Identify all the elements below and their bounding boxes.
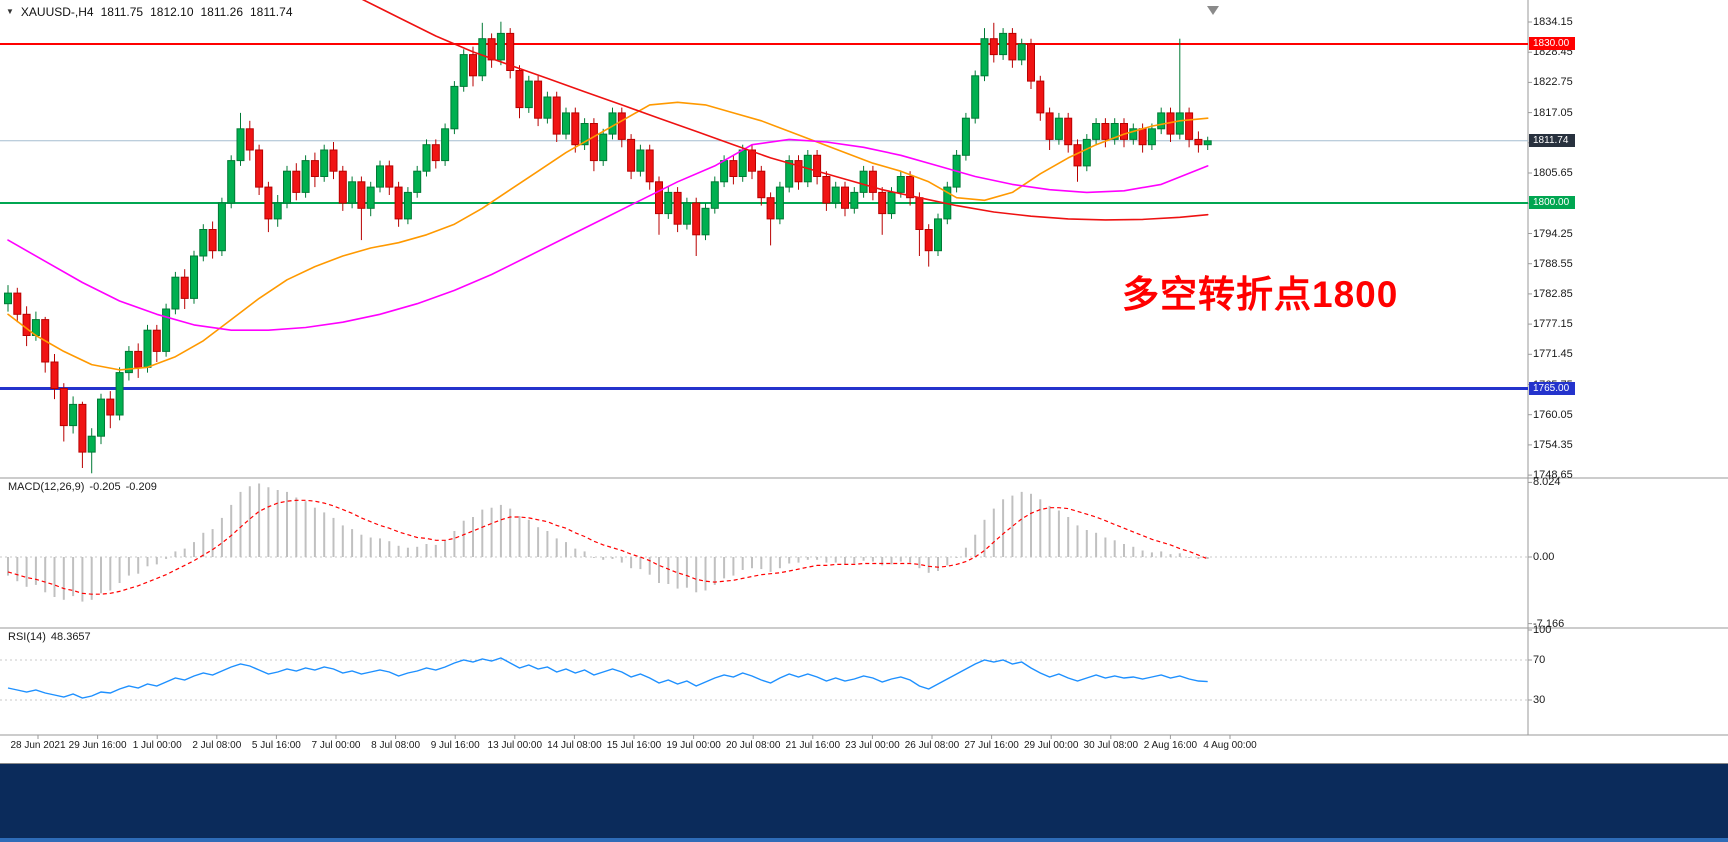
macd-main-value: -0.205	[89, 481, 121, 493]
quote-high: 1812.10	[150, 5, 194, 19]
quote-low: 1811.26	[200, 5, 244, 19]
macd-name: MACD(12,26,9)	[8, 481, 85, 493]
symbol-timeframe-label: XAUUSD-,H4	[20, 5, 94, 19]
rsi-value: 48.3657	[50, 631, 91, 643]
symbol-dropdown-icon[interactable]: ▼	[6, 7, 14, 16]
rsi-indicator-label: RSI(14) 48.3657	[8, 631, 96, 643]
panel-separators	[0, 0, 1728, 736]
taskbar-edge	[0, 838, 1728, 842]
ma-slow-line	[361, 0, 1209, 221]
quote-close: 1811.74	[250, 5, 293, 19]
quote-open: 1811.75	[100, 5, 144, 19]
candlestick-series[interactable]	[4, 21, 1212, 474]
symbol-header: ▼ XAUUSD-,H4 1811.75 1812.10 1811.26 181…	[6, 5, 293, 19]
macd-signal-value: -0.209	[125, 481, 157, 493]
macd-signal-line	[7, 499, 1208, 595]
chart-shift-marker-icon[interactable]	[1207, 6, 1219, 15]
chart-annotation-text: 多空转折点1800	[1122, 274, 1399, 315]
macd-indicator-label: MACD(12,26,9) -0.205 -0.209	[8, 481, 162, 493]
ma-mid-line	[7, 138, 1209, 332]
ma-fast-line	[7, 101, 1209, 371]
rsi-line	[7, 657, 1208, 699]
horizontal-levels[interactable]	[0, 43, 1528, 390]
taskbar[interactable]	[0, 763, 1728, 842]
rsi-name: RSI(14)	[8, 631, 46, 643]
macd-histogram	[7, 483, 1209, 602]
